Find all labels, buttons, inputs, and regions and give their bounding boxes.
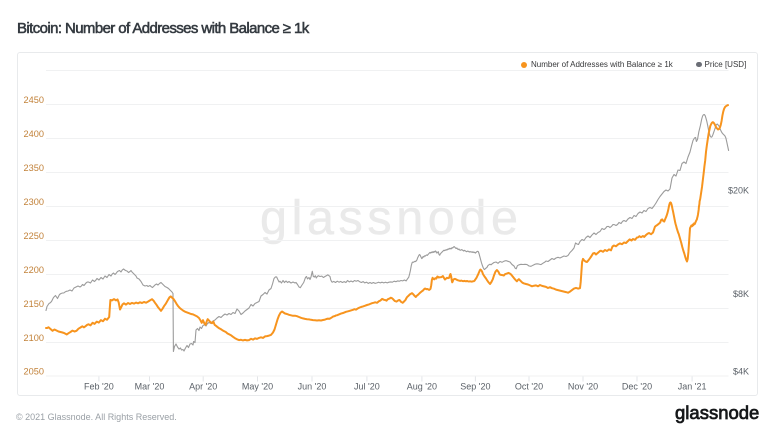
svg-text:Oct '20: Oct '20 xyxy=(515,382,543,392)
svg-text:$20K: $20K xyxy=(728,186,749,196)
svg-text:2400: 2400 xyxy=(24,129,44,139)
svg-text:Dec '20: Dec '20 xyxy=(622,382,652,392)
svg-text:Feb '20: Feb '20 xyxy=(84,382,114,392)
svg-text:2300: 2300 xyxy=(24,197,44,207)
svg-text:2150: 2150 xyxy=(24,299,44,309)
svg-text:Jan '21: Jan '21 xyxy=(678,382,707,392)
svg-text:2100: 2100 xyxy=(24,333,44,343)
svg-text:Nov '20: Nov '20 xyxy=(568,382,598,392)
svg-text:May '20: May '20 xyxy=(242,382,273,392)
svg-text:2250: 2250 xyxy=(24,231,44,241)
svg-text:Sep '20: Sep '20 xyxy=(460,382,490,392)
svg-text:2350: 2350 xyxy=(24,163,44,173)
svg-text:2450: 2450 xyxy=(24,95,44,105)
svg-text:Apr '20: Apr '20 xyxy=(189,382,217,392)
svg-text:Aug '20: Aug '20 xyxy=(407,382,437,392)
svg-text:Jun '20: Jun '20 xyxy=(298,382,327,392)
svg-text:$8K: $8K xyxy=(733,289,749,299)
svg-text:2200: 2200 xyxy=(24,265,44,275)
svg-text:2050: 2050 xyxy=(24,367,44,377)
svg-text:$4K: $4K xyxy=(733,366,749,376)
svg-text:Jul '20: Jul '20 xyxy=(354,382,380,392)
svg-text:Mar '20: Mar '20 xyxy=(135,382,165,392)
